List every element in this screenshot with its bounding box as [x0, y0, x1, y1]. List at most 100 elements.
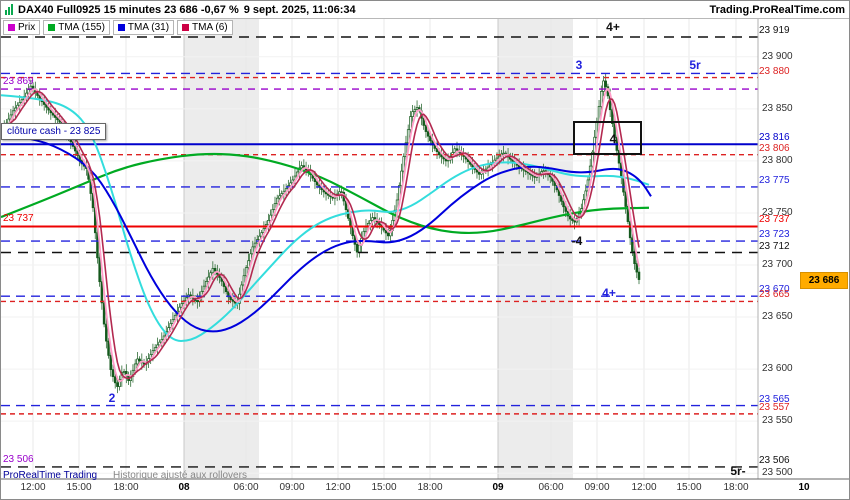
candle-body [51, 112, 55, 116]
candle-body [107, 340, 110, 356]
level-label-right-23712: 23 712 [759, 240, 790, 252]
candle-body [406, 129, 410, 144]
level-label-right-23723: 23 723 [759, 229, 790, 241]
legend-item-tma-31-[interactable]: TMA (31) [112, 20, 175, 35]
candle-body [633, 251, 636, 264]
ma-tma-6- [1, 90, 640, 380]
ma-pink-ma [1, 87, 640, 383]
level-label-left-23737: 23 737 [3, 213, 34, 225]
candle-body [133, 363, 137, 371]
candle-body [178, 306, 181, 312]
candle-body [260, 232, 263, 237]
candle-body [635, 263, 639, 273]
candle-body [253, 242, 257, 248]
ma-tma-155- [1, 152, 650, 235]
level-label-right-23670: 23 670 [759, 284, 790, 296]
candle-body [167, 327, 170, 333]
candle-body [369, 220, 372, 224]
candle-body [122, 370, 126, 374]
footer-brand: ProRealTime Trading [3, 470, 98, 481]
candle-body [300, 165, 303, 169]
level-label-right-23919: 23 919 [759, 25, 790, 36]
candle-body [204, 281, 208, 287]
legend-swatch [48, 24, 56, 31]
candle-body [353, 235, 357, 245]
candle-body [411, 111, 414, 117]
platform-brand: Trading.ProRealTime.com [709, 3, 845, 16]
level-label-left-23506: 23 506 [3, 453, 34, 465]
candle-body [211, 268, 215, 274]
time-axis-label: 09:00 [584, 482, 610, 493]
price-axis-label: 23 900 [762, 50, 793, 62]
legend-swatch [8, 24, 15, 31]
candle-body [628, 221, 632, 239]
candle-body [562, 200, 565, 208]
level-label-left-23869: 23 869 [3, 76, 34, 88]
candle-body [11, 110, 15, 116]
candle-body [202, 285, 206, 292]
time-axis-label: 10 [798, 482, 810, 493]
candle-body [591, 151, 594, 167]
time-axis-label: 12:00 [631, 482, 657, 493]
legend-swatch [182, 24, 190, 31]
level-label-right-23557: 23 557 [759, 401, 790, 413]
candle-body [568, 215, 572, 220]
level-label-right-23737: 23 737 [759, 214, 790, 226]
candle-body [54, 114, 57, 118]
time-axis-label: 09 [492, 482, 504, 493]
legend-label: Prix [18, 22, 36, 33]
chart-area[interactable]: 23 919 23 880 23 869 23 816 23 806 23 775 23 7… [1, 19, 850, 500]
legend-swatch [117, 24, 125, 31]
candle-body [426, 131, 430, 137]
candle-body [275, 197, 279, 204]
candle-body [184, 297, 188, 302]
annotation-2: 2 [108, 391, 116, 406]
annotation--4: -4 [571, 234, 583, 249]
candle-body [16, 104, 19, 109]
candle-body [42, 101, 46, 105]
candle-body [453, 148, 457, 153]
candle-body [258, 235, 261, 240]
time-axis-label: 18:00 [723, 482, 749, 493]
candle-body [429, 135, 432, 142]
candle-body [613, 123, 616, 138]
legend-item-tma-155-[interactable]: TMA (155) [43, 20, 110, 35]
chart-canvas[interactable] [1, 19, 850, 500]
candle-body [560, 195, 563, 202]
chart-header: DAX40 Full0925 15 minutes 23 686 -0,67 %… [1, 1, 849, 19]
candle-body [573, 220, 576, 223]
chart-icon [5, 4, 13, 15]
time-axis-label: 12:00 [20, 482, 46, 493]
candle-body [180, 303, 184, 308]
candle-body [600, 91, 603, 107]
candle-body [564, 206, 568, 212]
candle-body [76, 150, 79, 156]
price-axis-label: 23 600 [762, 363, 793, 375]
level-label-right-23816: 23 816 [759, 132, 790, 144]
candle-body [555, 185, 559, 191]
candle-body [637, 271, 641, 280]
candle-body [455, 148, 459, 151]
legend-item-tma-6-[interactable]: TMA (6) [177, 20, 233, 35]
candle-body [209, 272, 212, 278]
candle-body [105, 323, 108, 342]
candle-body [409, 116, 412, 131]
candle-body [355, 243, 359, 253]
annotation-5r: 5r [689, 58, 701, 73]
candle-body [118, 379, 121, 387]
candle-body [602, 80, 605, 92]
candle-body [267, 220, 270, 225]
candle-body [213, 268, 217, 272]
candle-body [371, 217, 374, 221]
candle-body [98, 257, 101, 283]
time-axis-label: 08 [178, 482, 190, 493]
price-axis-label: 23 750 [762, 206, 793, 218]
candle-body [442, 156, 445, 160]
time-axis-label: 18:00 [113, 482, 139, 493]
candle-body [324, 191, 328, 195]
legend-label: TMA (31) [127, 22, 170, 33]
legend-item-prix[interactable]: Prix [3, 20, 41, 35]
candle-body [116, 382, 119, 387]
candle-body [189, 294, 192, 297]
time-axis-label: 15:00 [66, 482, 92, 493]
